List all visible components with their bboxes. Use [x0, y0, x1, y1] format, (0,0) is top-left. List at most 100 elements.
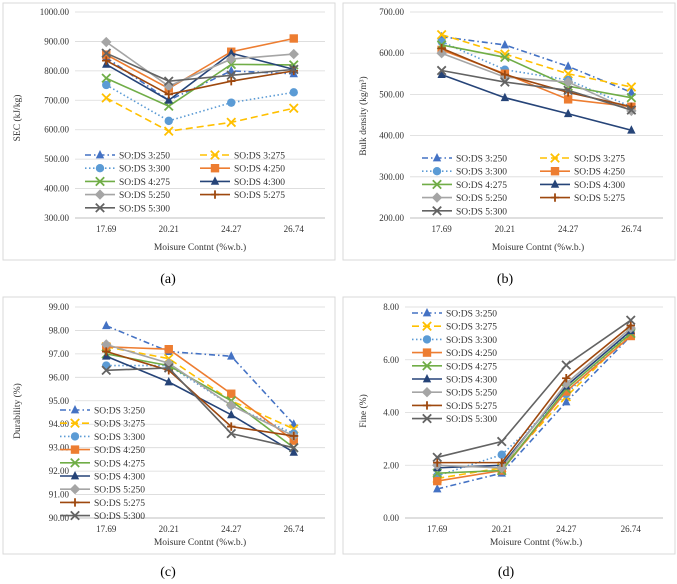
- y-tick-label: 700.00: [44, 95, 69, 105]
- legend-marker: [70, 510, 80, 521]
- data-point: [227, 409, 236, 419]
- y-tick-label: 500.00: [379, 89, 404, 99]
- legend-marker: [422, 401, 432, 410]
- data-point: [496, 436, 507, 447]
- data-point: [500, 70, 510, 79]
- legend-label: SO:DS 4:275: [94, 459, 145, 469]
- data-point: [102, 80, 111, 90]
- data-point: [289, 66, 298, 76]
- x-tick-label: 24.27: [221, 224, 242, 234]
- data-point: [164, 95, 173, 104]
- data-point: [164, 116, 173, 126]
- data-point: [500, 39, 510, 49]
- data-point: [289, 34, 298, 43]
- series-line: [105, 325, 295, 425]
- legend-marker: [432, 205, 442, 216]
- data-point: [497, 450, 506, 459]
- legend-label: SO:DS 5:300: [94, 512, 145, 522]
- x-axis-title: Moisure Contnt (%w.b.): [490, 537, 582, 548]
- legend-label: SO:DS 4:300: [574, 181, 625, 191]
- data-point: [101, 36, 112, 48]
- y-tick-label: 800.00: [44, 66, 69, 76]
- series: [437, 69, 636, 134]
- legend-label: SO:DS 3:250: [94, 407, 145, 417]
- series-line: [105, 59, 294, 96]
- x-tick-label: 17.69: [432, 224, 453, 234]
- legend-label: SO:DS 3:250: [446, 310, 497, 320]
- data-point: [500, 52, 510, 63]
- y-tick-label: 6.00: [383, 355, 399, 365]
- data-point: [102, 347, 111, 356]
- x-tick-label: 20.21: [159, 524, 179, 534]
- y-tick-label: 98.00: [49, 325, 70, 335]
- legend-marker: [431, 192, 443, 203]
- series-line: [441, 44, 632, 99]
- data-point: [433, 483, 442, 493]
- legend-label: SO:DS 3:300: [446, 336, 497, 346]
- legend-label: SO:DS 5:300: [119, 204, 170, 214]
- legend-marker: [70, 471, 80, 480]
- data-point: [562, 374, 571, 383]
- series: [102, 80, 298, 126]
- legend-marker: [70, 418, 80, 429]
- data-point: [101, 365, 112, 376]
- data-point: [102, 56, 111, 65]
- data-point: [500, 92, 510, 102]
- legend-marker: [70, 432, 80, 441]
- data-point: [164, 90, 173, 99]
- series-line: [105, 52, 294, 82]
- y-tick-label: 200.00: [379, 213, 404, 223]
- legend-marker: [210, 164, 220, 173]
- legend-marker: [422, 413, 432, 424]
- legend-label: SO:DS 5:275: [446, 402, 497, 412]
- data-point: [101, 93, 112, 103]
- legend-marker: [422, 308, 432, 317]
- y-axis-title: Durability (%): [12, 383, 23, 439]
- x-tick-label: 24.27: [556, 524, 577, 534]
- data-point: [562, 76, 574, 88]
- chart-caption: (a): [160, 272, 176, 287]
- x-tick-label: 20.21: [495, 224, 515, 234]
- x-tick-label: 17.69: [427, 524, 448, 534]
- legend-label: SO:DS 3:275: [94, 420, 145, 430]
- legend-label: SO:DS 4:250: [574, 168, 625, 178]
- legend-label: SO:DS 4:275: [456, 181, 507, 191]
- series-line: [437, 319, 632, 459]
- x-axis-title: Moisure Contnt (%w.b.): [492, 242, 584, 253]
- x-tick-label: 17.69: [96, 224, 117, 234]
- y-tick-label: 400.00: [44, 184, 69, 194]
- x-tick-label: 24.27: [221, 524, 242, 534]
- data-point: [226, 70, 237, 81]
- data-point: [436, 29, 447, 40]
- data-point: [163, 363, 174, 373]
- x-tick-label: 26.74: [621, 224, 642, 234]
- data-point: [163, 126, 174, 137]
- data-point: [626, 92, 637, 103]
- x-axis-title: Moisure Contnt (%w.b.): [154, 242, 246, 253]
- legend-label: SO:DS 3:275: [574, 155, 625, 165]
- data-point: [562, 396, 571, 406]
- data-point: [626, 82, 637, 92]
- legend-marker: [422, 360, 432, 371]
- legend-label: SO:DS 4:250: [446, 349, 497, 359]
- series: [101, 36, 299, 92]
- legend-label: SO:DS 5:275: [94, 499, 145, 509]
- series-line: [437, 327, 632, 469]
- legend-marker: [421, 387, 433, 398]
- y-tick-label: 97.00: [49, 349, 70, 359]
- data-point: [626, 321, 635, 330]
- data-point: [563, 61, 573, 70]
- series-line: [437, 324, 632, 464]
- series-line: [437, 332, 632, 480]
- y-tick-label: 600.00: [44, 125, 69, 135]
- y-tick-label: 400.00: [379, 131, 404, 141]
- legend-label: SO:DS 5:300: [446, 415, 497, 425]
- data-point: [432, 452, 443, 463]
- legend-marker: [70, 445, 80, 454]
- y-axis-title: SEC (kJ/kg): [12, 95, 23, 142]
- legend-label: SO:DS 4:250: [234, 165, 285, 175]
- data-point: [497, 458, 506, 467]
- data-point: [163, 358, 174, 369]
- y-tick-label: 300.00: [379, 172, 404, 182]
- legend-label: SO:DS 3:250: [119, 152, 170, 162]
